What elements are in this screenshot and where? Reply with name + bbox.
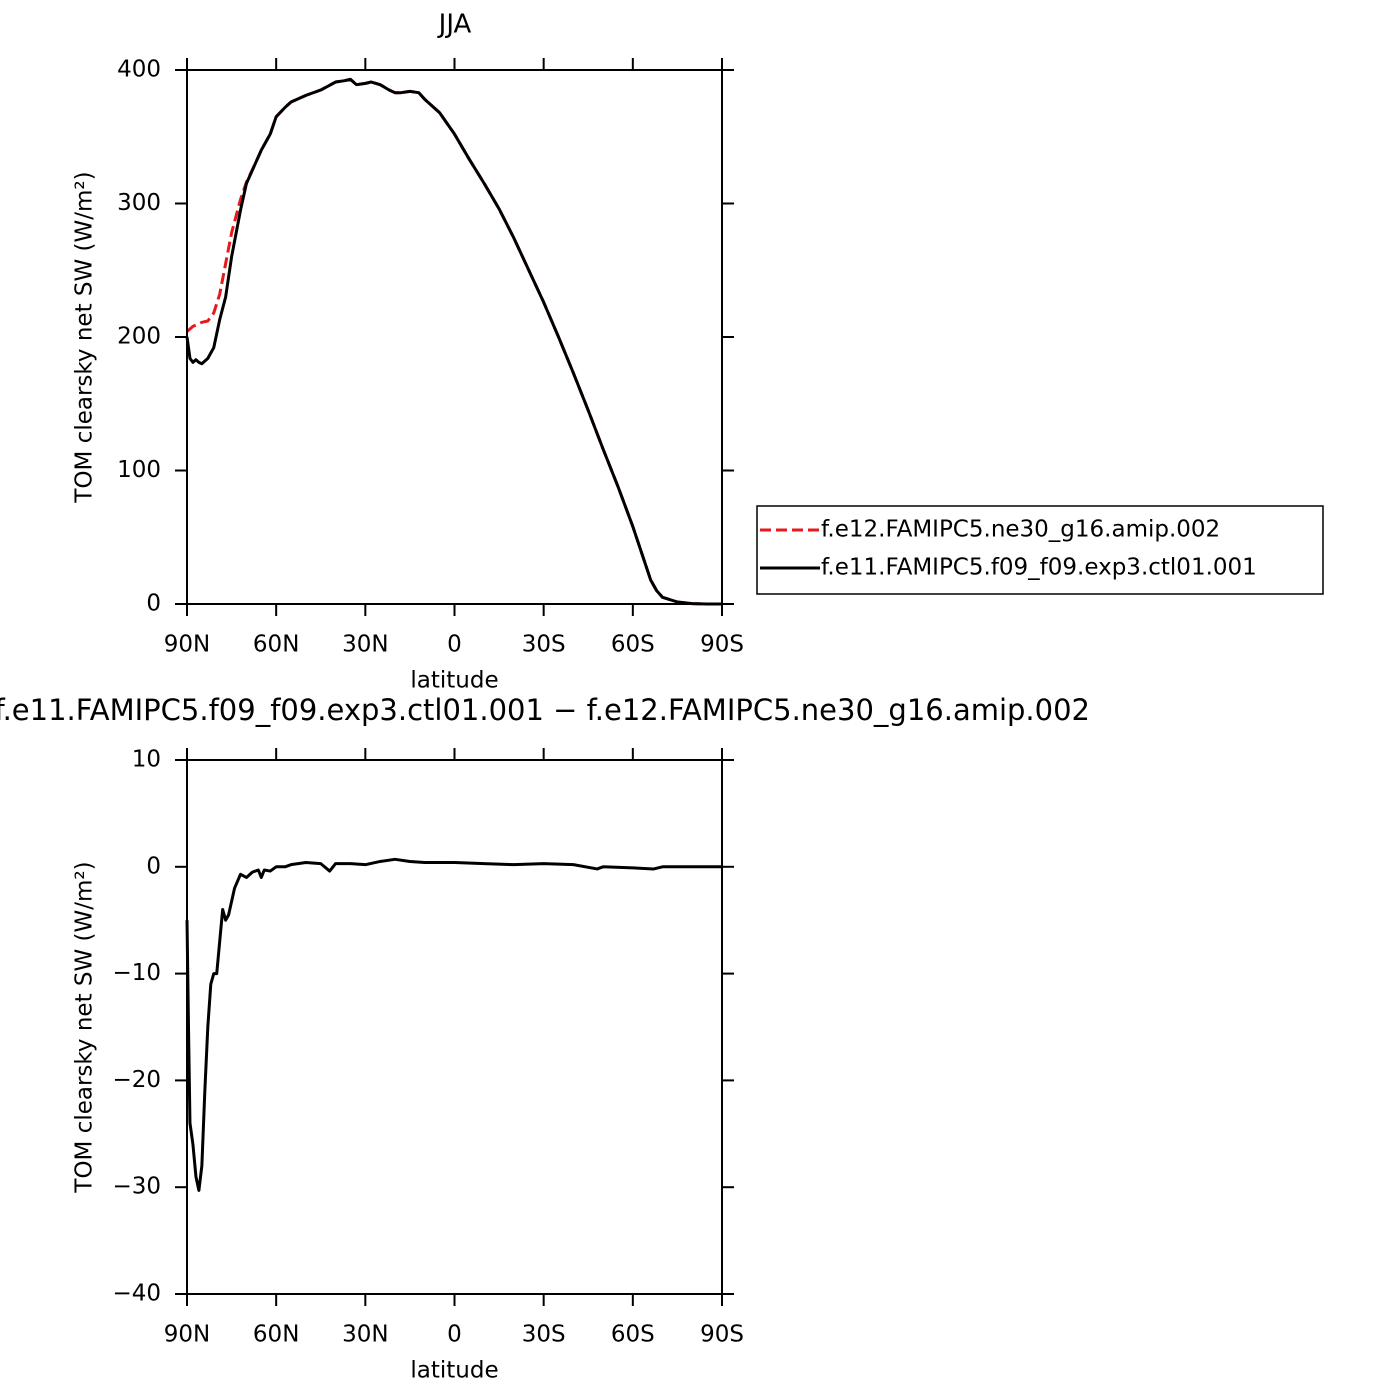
legend-box (756, 505, 1324, 595)
chart-title: f.e11.FAMIPC5.f09_f09.exp3.ctl01.001 − f… (0, 693, 1090, 727)
x-tick-label: 60S (611, 632, 655, 658)
chart-title: JJA (437, 10, 472, 40)
x-tick-label: 30S (522, 1322, 566, 1348)
y-tick-label: 10 (132, 747, 161, 773)
x-tick-label: 0 (447, 632, 462, 658)
y-tick-label: 0 (146, 591, 161, 617)
y-tick-label: −20 (112, 1067, 161, 1093)
y-tick-label: 200 (117, 324, 161, 350)
x-axis-label: latitude (410, 1358, 498, 1384)
x-tick-label: 60S (611, 1322, 655, 1348)
x-tick-label: 90N (164, 632, 210, 658)
legend-label: f.e12.FAMIPC5.ne30_g16.amip.002 (821, 517, 1220, 543)
x-tick-label: 90S (700, 1322, 744, 1348)
x-axis-label: latitude (410, 668, 498, 694)
y-tick-label: 0 (146, 853, 161, 879)
data-line (185, 77, 722, 606)
x-tick-label: 90N (164, 1322, 210, 1348)
y-tick-label: −10 (112, 960, 161, 986)
y-tick-label: −40 (112, 1281, 161, 1307)
x-tick-label: 30S (522, 632, 566, 658)
x-tick-label: 30N (342, 1322, 388, 1348)
legend-label: f.e11.FAMIPC5.f09_f09.exp3.ctl01.001 (821, 555, 1257, 581)
x-tick-label: 60N (253, 632, 299, 658)
x-tick-label: 60N (253, 1322, 299, 1348)
y-tick-label: 300 (117, 190, 161, 216)
data-line (185, 857, 722, 1192)
plot-frame (186, 759, 723, 1295)
x-tick-label: 90S (700, 632, 744, 658)
x-tick-label: 0 (447, 1322, 462, 1348)
data-line (185, 77, 722, 606)
y-tick-label: −30 (112, 1174, 161, 1200)
plot-frame (186, 69, 723, 605)
y-tick-label: 400 (117, 57, 161, 83)
y-tick-label: 100 (117, 457, 161, 483)
x-tick-label: 30N (342, 632, 388, 658)
y-axis-label: TOM clearsky net SW (W/m²) (72, 171, 98, 503)
y-axis-label: TOM clearsky net SW (W/m²) (72, 861, 98, 1193)
